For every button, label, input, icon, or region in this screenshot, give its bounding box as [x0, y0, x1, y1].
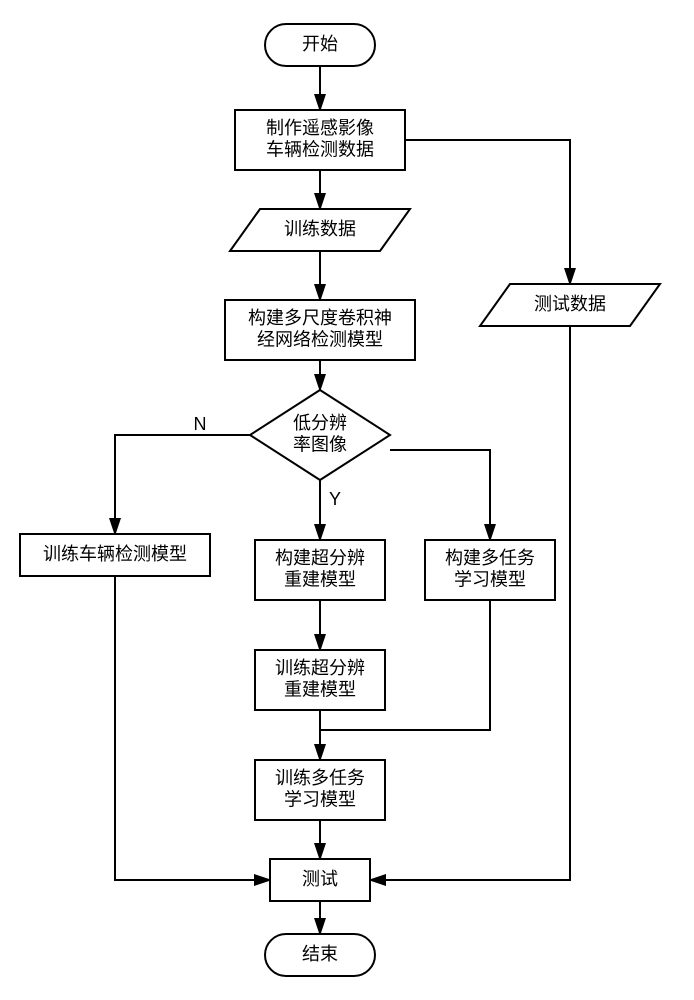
node-text: 结束: [302, 944, 338, 964]
node-text: 构建多尺度卷积神: [248, 308, 392, 328]
node-start: 开始: [265, 24, 375, 66]
node-testData: 测试数据: [480, 284, 660, 326]
node-end: 结束: [265, 934, 375, 976]
node-text: 经网络检测模型: [257, 330, 383, 350]
node-text: 训练超分辨: [275, 658, 365, 678]
edge-label: Y: [329, 489, 341, 509]
node-text: 学习模型: [284, 790, 356, 810]
node-trainMT: 训练多任务学习模型: [255, 760, 385, 820]
node-text: 重建模型: [284, 570, 356, 590]
node-makeData: 制作遥感影像车辆检测数据: [235, 110, 405, 170]
node-text: 测试数据: [534, 294, 606, 314]
node-text: 率图像: [293, 435, 347, 455]
node-text: 训练数据: [284, 219, 356, 239]
node-trainDet: 训练车辆检测模型: [20, 534, 210, 576]
node-buildCNN: 构建多尺度卷积神经网络检测模型: [225, 300, 415, 360]
node-text: 训练车辆检测模型: [43, 544, 187, 564]
node-text: 制作遥感影像: [266, 118, 374, 138]
edge-label: N: [194, 414, 207, 434]
node-trainData: 训练数据: [230, 209, 410, 251]
node-text: 学习模型: [454, 570, 526, 590]
node-text: 开始: [302, 34, 338, 54]
node-test: 测试: [270, 859, 370, 901]
node-trainSR: 训练超分辨重建模型: [255, 650, 385, 710]
node-buildMT: 构建多任务学习模型: [425, 540, 555, 600]
node-text: 车辆检测数据: [266, 140, 374, 160]
node-text: 低分辨: [293, 413, 347, 433]
node-text: 构建多任务: [445, 548, 535, 568]
node-text: 训练多任务: [275, 768, 365, 788]
node-buildSR: 构建超分辨重建模型: [255, 540, 385, 600]
node-text: 构建超分辨: [275, 548, 365, 568]
node-text: 测试: [302, 869, 338, 889]
node-text: 重建模型: [284, 680, 356, 700]
